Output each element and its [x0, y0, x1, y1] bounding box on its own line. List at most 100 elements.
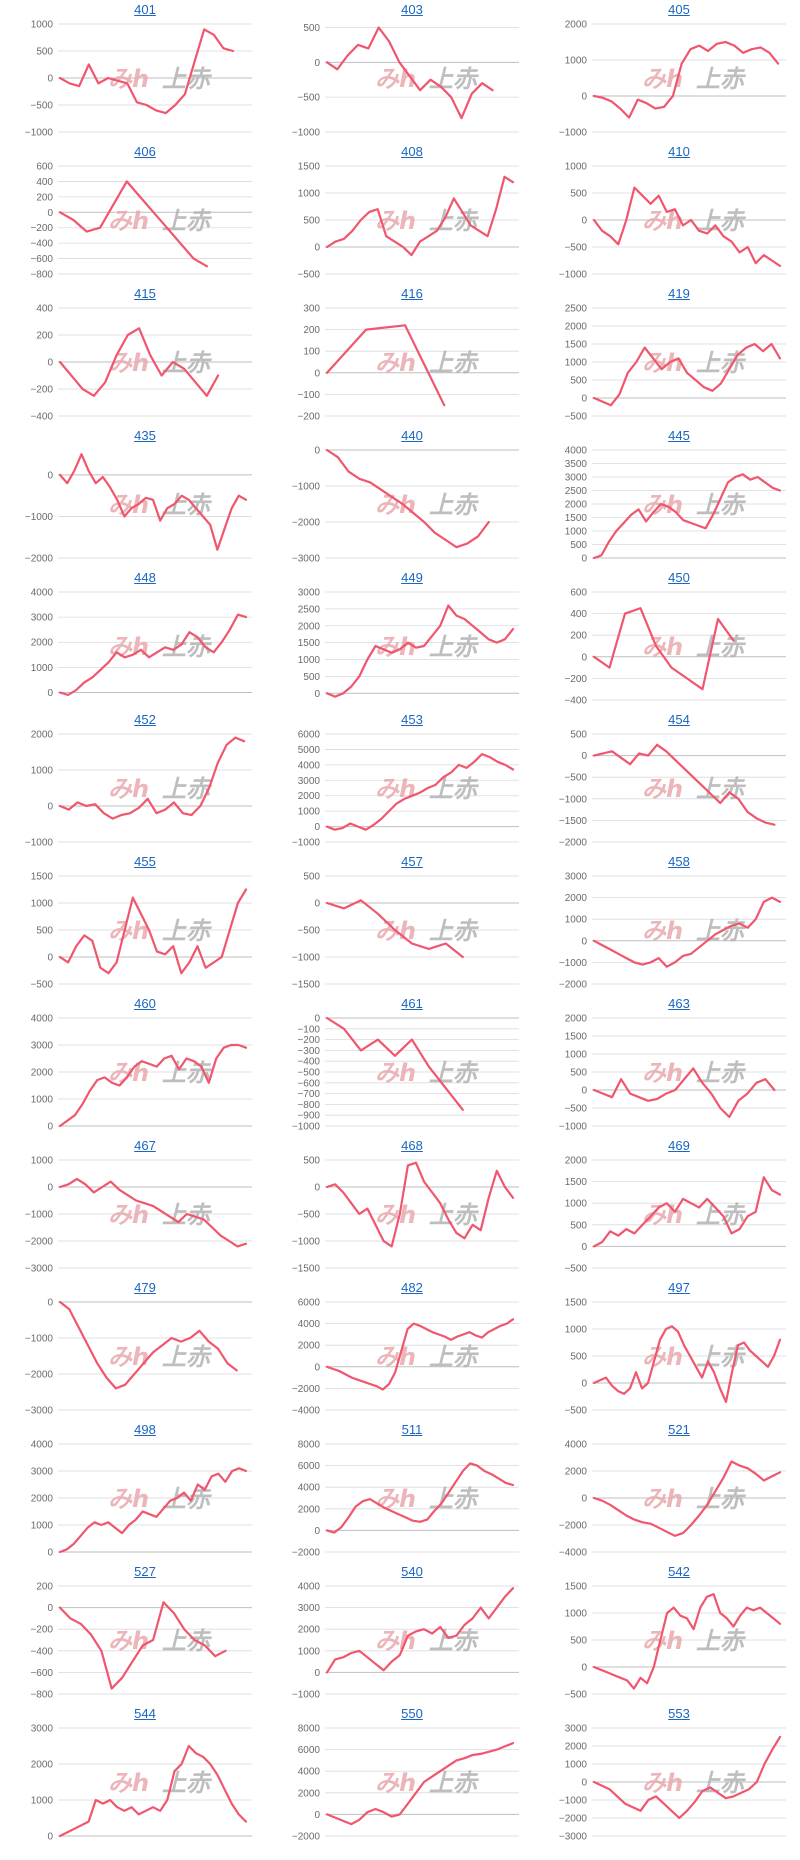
chart-title-link[interactable]: 416 [401, 286, 423, 301]
series-line [58, 327, 220, 397]
svg-text:上赤: 上赤 [696, 633, 747, 661]
watermark-logo: みh 上赤 [642, 1059, 747, 1087]
y-tick-label: 0 [581, 1663, 587, 1674]
chart-title-link[interactable]: 544 [134, 1706, 156, 1721]
chart-title-link[interactable]: 540 [401, 1564, 423, 1579]
series-line [325, 1742, 515, 1826]
chart-title-link[interactable]: 463 [668, 996, 690, 1011]
y-tick-label: 3000 [298, 776, 321, 787]
y-tick-label: 1000 [31, 1521, 54, 1532]
chart-title-link[interactable]: 419 [668, 286, 690, 301]
y-tick-label: −1000 [559, 128, 588, 139]
chart-460: 460 4000 3000 2000 1000 0 みh 上赤 [12, 996, 278, 1138]
y-tick-label: 500 [303, 872, 320, 883]
y-tick-label: 0 [581, 1778, 587, 1789]
chart-title-link[interactable]: 479 [134, 1280, 156, 1295]
line-chart: 300 200 100 0 −100 −200 みh 上赤 [297, 304, 519, 423]
series-line [325, 26, 494, 120]
watermark-logo: みh 上赤 [642, 491, 747, 519]
svg-text:みh: みh [108, 1059, 149, 1087]
y-tick-label: 2000 [565, 1742, 588, 1753]
y-tick-label: 500 [570, 1352, 587, 1363]
y-tick-label: 0 [581, 554, 587, 565]
chart-title-link[interactable]: 448 [134, 570, 156, 585]
chart-title-link[interactable]: 452 [134, 712, 156, 727]
y-tick-label: 8000 [298, 1724, 321, 1735]
y-tick-label: −500 [297, 270, 320, 281]
y-tick-label: 0 [47, 1122, 53, 1133]
y-tick-label: 2000 [565, 322, 588, 333]
svg-text:みh: みh [375, 775, 416, 803]
chart-title-link[interactable]: 408 [401, 144, 423, 159]
chart-title-link[interactable]: 527 [134, 1564, 156, 1579]
chart-title-link[interactable]: 410 [668, 144, 690, 159]
y-tick-label: 1000 [31, 663, 54, 674]
series-line [592, 607, 735, 691]
chart-title-link[interactable]: 511 [401, 1422, 423, 1437]
chart-title-link[interactable]: 449 [401, 570, 423, 585]
chart-title-link[interactable]: 458 [668, 854, 690, 869]
chart-title-link[interactable]: 467 [134, 1138, 156, 1153]
y-tick-label: 2000 [565, 20, 588, 31]
y-tick-label: 2000 [565, 500, 588, 511]
y-tick-label: −600 [297, 1078, 320, 1089]
y-tick-label: −1000 [25, 128, 54, 139]
watermark-logo: みh 上赤 [108, 207, 213, 235]
line-chart: 1500 1000 500 0 −500 みh 上赤 [564, 1298, 786, 1417]
y-tick-label: 0 [47, 74, 53, 85]
chart-title-link[interactable]: 553 [668, 1706, 690, 1721]
y-tick-label: 0 [47, 1183, 53, 1194]
chart-title-link[interactable]: 450 [668, 570, 690, 585]
y-tick-label: −2000 [559, 1521, 588, 1532]
y-tick-label: −800 [297, 1100, 320, 1111]
series-line [592, 743, 776, 826]
y-tick-label: 0 [47, 470, 53, 481]
chart-title-link[interactable]: 453 [401, 712, 423, 727]
chart-title-link[interactable]: 435 [134, 428, 156, 443]
watermark-logo: みh 上赤 [642, 65, 747, 93]
chart-title-link[interactable]: 497 [668, 1280, 690, 1295]
svg-text:上赤: 上赤 [696, 207, 747, 235]
y-tick-label: 2000 [565, 1156, 588, 1167]
chart-title-link[interactable]: 460 [134, 996, 156, 1011]
chart-title-link[interactable]: 440 [401, 428, 423, 443]
chart-title-link[interactable]: 521 [668, 1422, 690, 1437]
y-tick-label: 0 [47, 208, 53, 219]
y-tick-label: 0 [314, 1362, 320, 1373]
y-tick-label: −500 [564, 243, 587, 254]
y-tick-label: 1500 [31, 872, 54, 883]
y-tick-label: 4000 [298, 1483, 321, 1494]
chart-title-link[interactable]: 403 [401, 2, 423, 17]
y-tick-label: −1500 [292, 980, 321, 991]
chart-title-link[interactable]: 457 [401, 854, 423, 869]
svg-text:みh: みh [642, 917, 683, 945]
svg-text:みh: みh [642, 1343, 683, 1371]
y-tick-label: 0 [581, 1242, 587, 1253]
chart-title-link[interactable]: 445 [668, 428, 690, 443]
y-tick-label: 1000 [298, 807, 321, 818]
chart-title-link[interactable]: 454 [668, 712, 690, 727]
chart-title-link[interactable]: 469 [668, 1138, 690, 1153]
chart-408: 408 1500 1000 500 0 −500 みh 上赤 [279, 144, 545, 286]
y-tick-label: −1000 [292, 1690, 321, 1701]
chart-title-link[interactable]: 405 [668, 2, 690, 17]
chart-title-link[interactable]: 461 [401, 996, 423, 1011]
chart-title-link[interactable]: 415 [134, 286, 156, 301]
chart-title-link[interactable]: 406 [134, 144, 156, 159]
chart-title-link[interactable]: 455 [134, 854, 156, 869]
chart-title-link[interactable]: 482 [401, 1280, 423, 1295]
chart-title-link[interactable]: 498 [134, 1422, 156, 1437]
y-tick-label: 1500 [565, 1032, 588, 1043]
chart-title-link[interactable]: 468 [401, 1138, 423, 1153]
y-tick-label: −500 [297, 1210, 320, 1221]
y-tick-label: −2000 [292, 518, 321, 529]
series-line [58, 1601, 227, 1690]
chart-title-link[interactable]: 550 [401, 1706, 423, 1721]
y-tick-label: −400 [30, 412, 53, 423]
y-tick-label: 500 [36, 926, 53, 937]
chart-410: 410 1000 500 0 −500 −1000 みh 上赤 [546, 144, 800, 286]
chart-title-link[interactable]: 401 [134, 2, 156, 17]
y-tick-label: −500 [564, 412, 587, 423]
chart-title-link[interactable]: 542 [668, 1564, 690, 1579]
y-tick-label: −500 [564, 1406, 587, 1417]
